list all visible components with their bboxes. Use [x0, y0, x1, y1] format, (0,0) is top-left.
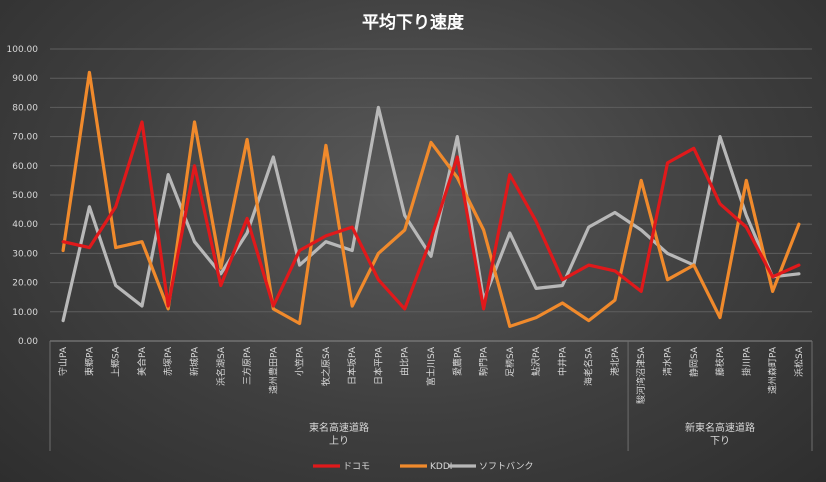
x-tick-label: 日本坂PA — [346, 346, 358, 385]
x-tick-label: 新城PA — [189, 346, 201, 376]
x-tick-label: 富士川SA — [425, 346, 437, 386]
chart-title: 平均下り速度 — [362, 12, 465, 33]
legend-label: ドコモ — [343, 462, 370, 472]
group-sublabel: 上り — [329, 435, 349, 447]
x-tick-label: 東郷PA — [83, 346, 95, 376]
y-tick-label: 40.00 — [12, 220, 38, 230]
x-tick-label: 赤塚PA — [163, 346, 174, 376]
x-tick-label: 愛鷹PA — [451, 346, 463, 376]
y-tick-label: 100.00 — [7, 45, 39, 55]
x-tick-label: 港北PA — [609, 346, 621, 376]
x-tick-label: 浜名湖SA — [215, 346, 227, 386]
y-tick-label: 20.00 — [12, 279, 38, 289]
x-tick-label: 駿河湾沼津SA — [635, 346, 647, 404]
group-label: 新東名高速道路 — [685, 421, 755, 434]
x-tick-label: 足柄SA — [504, 346, 516, 377]
x-tick-label: 牧之原SA — [320, 346, 332, 386]
x-tick-label: 藤枝PA — [714, 346, 726, 376]
x-tick-label: 日本平PA — [372, 346, 384, 385]
series-line-0 — [61, 120, 801, 311]
x-tick-label: 遠州森町PA — [767, 346, 779, 394]
group-sublabel: 下り — [710, 435, 730, 447]
y-tick-label: 80.00 — [12, 103, 38, 113]
y-axis-ticks: 0.00 10.00 20.00 30.00 40.00 50.00 60.00 70.00 8… — [7, 45, 39, 347]
y-tick-label: 0.00 — [18, 337, 38, 347]
y-tick-label: 60.00 — [12, 162, 38, 172]
y-tick-label: 70.00 — [12, 133, 38, 143]
group-label: 東名高速道路 — [309, 421, 369, 434]
series-lines — [61, 70, 801, 328]
y-tick-label: 30.00 — [12, 249, 38, 259]
x-tick-label: 静岡SA — [688, 346, 700, 377]
legend-label: ソフトバンク — [479, 461, 533, 472]
x-tick-label: 浜松SA — [793, 346, 805, 377]
x-tick-label: 鮎沢PA — [530, 346, 542, 376]
legend-label: KDDI — [430, 462, 452, 472]
x-tick-label: 駒門PA — [478, 346, 490, 376]
x-tick-label: 由比PA — [399, 346, 411, 376]
x-tick-label: 清水PA — [661, 346, 673, 376]
x-tick-label: 遠州豊田PA — [267, 346, 279, 394]
x-tick-label: 中井PA — [556, 346, 568, 376]
x-tick-label: 美合PA — [136, 346, 148, 376]
x-tick-label: 小笠PA — [294, 346, 306, 376]
x-tick-label: 掛川PA — [740, 346, 752, 376]
y-tick-label: 90.00 — [12, 74, 38, 84]
series-line-2 — [61, 105, 801, 323]
y-tick-label: 50.00 — [12, 191, 38, 201]
x-axis-ticks: 守山PA 東郷PA 上郷SA 美合PA 赤塚PA 新城PA 浜名湖SA 三方原PA 遠州豊田PA… — [57, 346, 805, 404]
legend: ドコモ KDDI ソフトバンク — [313, 461, 533, 472]
x-tick-label: 三方原PA — [241, 346, 253, 385]
y-tick-label: 10.00 — [12, 308, 38, 318]
series-line-1 — [61, 70, 801, 328]
x-tick-label: 海老名SA — [583, 346, 595, 386]
x-tick-label: 上郷SA — [111, 346, 122, 377]
x-tick-label: 守山PA — [57, 346, 69, 376]
